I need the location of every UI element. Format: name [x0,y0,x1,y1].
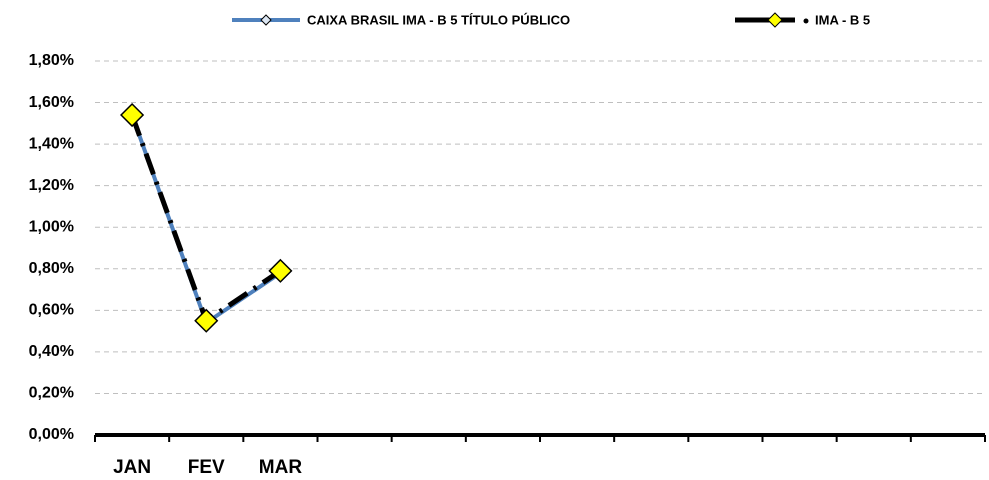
y-tick-label: 0,20% [29,385,74,402]
legend-marker [767,12,783,28]
point-marker [194,308,219,333]
series-line [130,114,282,326]
legend-label: CAIXA BRASIL IMA - B 5 TÍTULO PÚBLICO [307,12,570,27]
x-tick-label: FEV [188,457,225,478]
legend-bullet [803,18,809,24]
y-tick-label: 1,60% [29,94,74,111]
y-tick-label: 1,20% [29,177,74,194]
y-tick-label: 1,40% [29,135,74,152]
y-tick-label: 0,00% [29,426,74,443]
legend-label: IMA - B 5 [815,12,870,27]
y-tick-label: 0,40% [29,343,74,360]
y-tick-label: 1,00% [29,218,74,235]
x-tick-label: JAN [113,457,151,478]
y-tick-label: 0,60% [29,302,74,319]
y-tick-label: 0,80% [29,260,74,277]
y-tick-label: 1,80% [29,52,74,69]
point-marker [120,102,145,128]
point-marker [268,258,293,283]
x-tick-label: MAR [259,457,303,478]
legend-marker [260,14,272,26]
